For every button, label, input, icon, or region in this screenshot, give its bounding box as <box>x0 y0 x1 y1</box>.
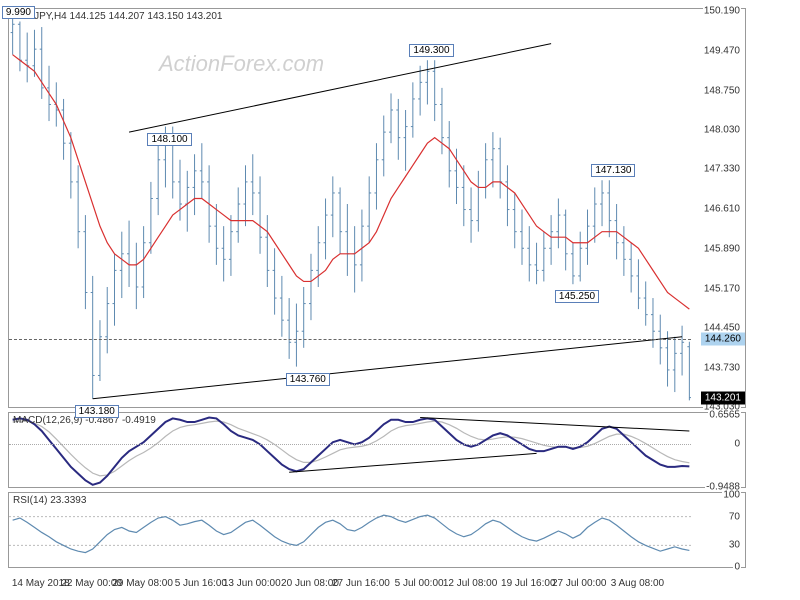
x-tick: 5 Jun 16:00 <box>175 578 227 589</box>
macd-chart: MACD(12,26,9) -0.4867 -0.4919 0.6565-0.9… <box>8 412 746 488</box>
macd-y-axis: 0.6565-0.94880 <box>691 413 745 487</box>
x-tick: 5 Jul 00:00 <box>395 578 444 589</box>
y-tick: 100 <box>722 490 741 501</box>
x-tick: 27 Jul 00:00 <box>552 578 607 589</box>
current-price-line <box>9 339 691 340</box>
macd-zero-line <box>9 444 691 445</box>
chart-title: GBPJPY,H4 144.125 144.207 143.150 143.20… <box>13 11 222 22</box>
y-tick: 145.170 <box>703 283 741 294</box>
main-price-chart: GBPJPY,H4 144.125 144.207 143.150 143.20… <box>8 8 746 408</box>
price-annotation: 145.250 <box>555 290 599 303</box>
y-tick: 150.190 <box>703 6 741 17</box>
y-tick: 148.750 <box>703 85 741 96</box>
x-tick: 20 Jun 08:00 <box>281 578 339 589</box>
current-price-tag: 144.260 <box>701 332 745 345</box>
price-annotation: 149.300 <box>409 44 453 57</box>
last-price-tag: 143.201 <box>701 391 745 404</box>
price-annotation: 143.180 <box>75 405 119 418</box>
x-tick: 29 May 08:00 <box>112 578 173 589</box>
y-tick: 30 <box>728 540 741 551</box>
y-tick: 70 <box>728 511 741 522</box>
x-tick: 19 Jul 16:00 <box>501 578 556 589</box>
x-tick: 3 Aug 08:00 <box>611 578 664 589</box>
price-annotation: 147.130 <box>591 164 635 177</box>
y-tick: 145.890 <box>703 243 741 254</box>
x-tick: 27 Jun 16:00 <box>332 578 390 589</box>
rsi-plot <box>9 493 691 567</box>
y-tick: 146.610 <box>703 204 741 215</box>
rsi-title: RSI(14) 23.3393 <box>13 495 86 506</box>
y-tick: 0 <box>733 562 741 573</box>
main-y-axis: 150.190 149.470 148.750 148.030 147.330 146.6… <box>691 9 745 407</box>
y-tick: 143.730 <box>703 363 741 374</box>
price-annotation: 9.990 <box>2 6 35 19</box>
rsi-y-axis: 10070300 <box>691 493 745 567</box>
price-annotation: 143.760 <box>286 373 330 386</box>
x-tick: 13 Jun 00:00 <box>223 578 281 589</box>
y-tick: 0 <box>733 439 741 450</box>
x-axis: 14 May 201822 May 00:0029 May 08:005 Jun… <box>8 578 746 596</box>
y-tick: 0.6565 <box>708 410 741 421</box>
main-plot <box>9 9 691 407</box>
y-tick: 149.470 <box>703 45 741 56</box>
y-tick: 148.030 <box>703 125 741 136</box>
rsi-chart: RSI(14) 23.3393 10070300 <box>8 492 746 568</box>
y-tick: 147.330 <box>703 164 741 175</box>
price-annotation: 148.100 <box>147 133 191 146</box>
x-tick: 12 Jul 08:00 <box>443 578 498 589</box>
